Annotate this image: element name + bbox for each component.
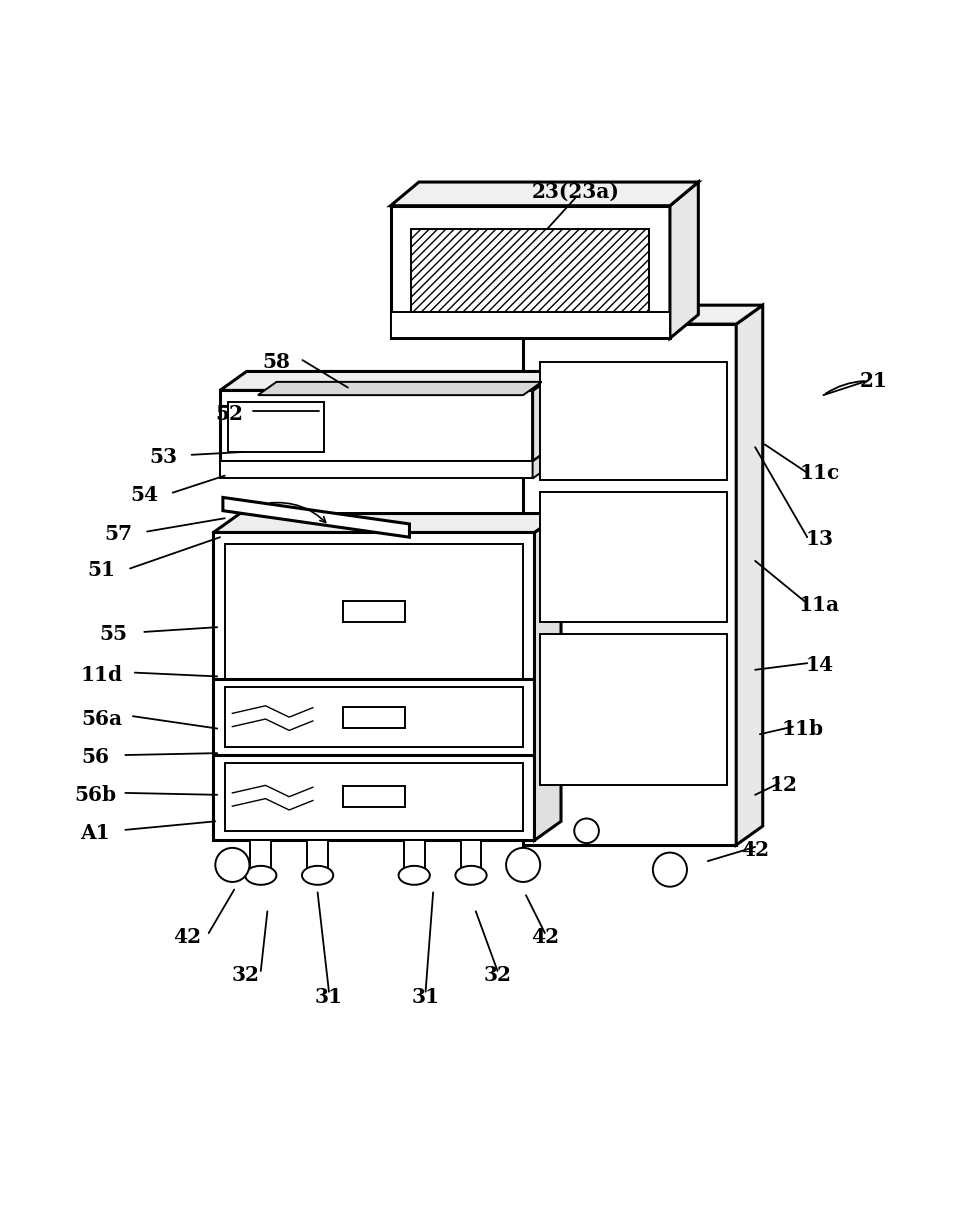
Bar: [411, 229, 649, 315]
Bar: [225, 763, 523, 830]
Text: 23(23a): 23(23a): [531, 181, 619, 202]
Ellipse shape: [456, 865, 486, 885]
Polygon shape: [213, 513, 561, 532]
Bar: [540, 362, 727, 480]
Polygon shape: [534, 513, 561, 840]
Text: 56b: 56b: [74, 785, 116, 805]
Ellipse shape: [245, 865, 277, 885]
Text: 42: 42: [741, 840, 769, 859]
Ellipse shape: [302, 865, 333, 885]
Polygon shape: [223, 497, 409, 537]
Bar: [460, 840, 481, 874]
Bar: [343, 786, 405, 807]
Text: 58: 58: [263, 352, 291, 372]
Text: 56: 56: [81, 747, 109, 766]
Bar: [213, 532, 534, 840]
Text: 52: 52: [215, 404, 243, 424]
Polygon shape: [523, 305, 763, 325]
Bar: [251, 840, 271, 874]
Text: 42: 42: [173, 927, 201, 946]
Circle shape: [575, 818, 599, 844]
Text: 55: 55: [99, 624, 127, 643]
Polygon shape: [736, 305, 763, 845]
Bar: [220, 390, 532, 461]
Polygon shape: [670, 182, 699, 338]
Bar: [225, 687, 523, 747]
Text: 54: 54: [130, 484, 159, 505]
Bar: [540, 491, 727, 623]
Bar: [404, 840, 425, 874]
Bar: [228, 402, 324, 451]
Text: 42: 42: [530, 927, 559, 946]
Bar: [390, 311, 670, 338]
Text: 21: 21: [859, 371, 888, 391]
Circle shape: [215, 847, 250, 882]
Ellipse shape: [399, 865, 430, 885]
Text: 32: 32: [483, 964, 511, 985]
Text: 56a: 56a: [81, 709, 122, 729]
Polygon shape: [220, 372, 559, 390]
Text: 31: 31: [411, 986, 439, 1007]
Text: 11b: 11b: [781, 718, 824, 739]
Bar: [343, 601, 405, 622]
Text: 32: 32: [232, 964, 259, 985]
Circle shape: [653, 852, 687, 887]
Text: 11d: 11d: [81, 665, 123, 684]
Text: 53: 53: [149, 447, 177, 467]
Polygon shape: [258, 381, 542, 395]
Circle shape: [506, 847, 540, 882]
Text: 31: 31: [315, 986, 343, 1007]
Bar: [540, 634, 727, 786]
Text: 12: 12: [770, 775, 798, 795]
Bar: [225, 544, 523, 680]
Bar: [220, 461, 532, 478]
Polygon shape: [390, 182, 699, 205]
Text: 13: 13: [805, 529, 833, 549]
Polygon shape: [532, 443, 559, 478]
Text: A1: A1: [80, 823, 110, 842]
Bar: [308, 840, 328, 874]
Text: 14: 14: [805, 655, 833, 675]
Bar: [343, 707, 405, 728]
Bar: [523, 325, 736, 845]
Text: 11c: 11c: [800, 462, 840, 483]
Polygon shape: [532, 372, 559, 461]
Text: 57: 57: [105, 524, 133, 544]
Bar: [390, 205, 670, 338]
Text: 11a: 11a: [799, 595, 840, 616]
Text: 51: 51: [87, 560, 115, 581]
